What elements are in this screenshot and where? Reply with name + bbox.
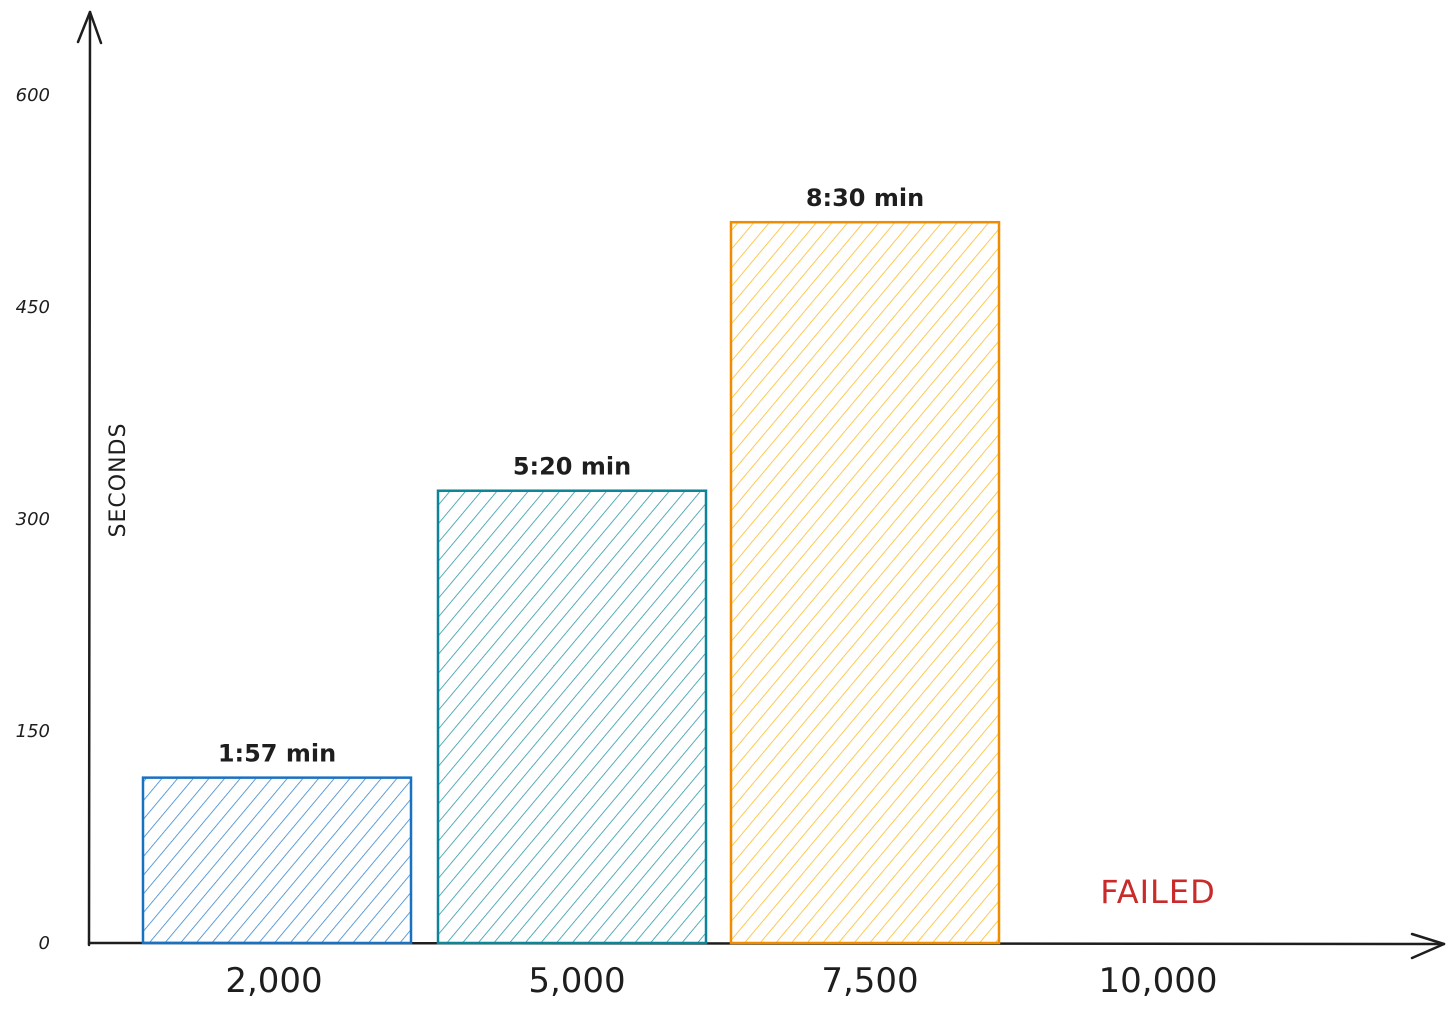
x-axis-arrow-icon (1410, 932, 1446, 960)
failed-label: FAILED (1100, 873, 1215, 911)
bars (141, 220, 1001, 945)
bar-2 (436, 489, 708, 945)
y-tick-label: 600 (16, 85, 50, 106)
y-tick-label: 450 (16, 297, 50, 318)
y-axis-arrow-icon (76, 10, 103, 45)
x-category-label: 2,000 (225, 961, 322, 1001)
bar-data-label: 5:20 min (513, 453, 631, 481)
x-category-label: 10,000 (1099, 961, 1218, 1001)
x-category-label: 5,000 (528, 961, 625, 1001)
labels: 1:57 min 2,000 5:20 min 5,000 8:30 min 7,500 F… (218, 184, 1218, 1001)
y-axis-line (87, 10, 92, 947)
x-category-label: 7,500 (821, 961, 918, 1001)
y-axis-label: SECONDS (106, 423, 131, 538)
y-tick-label: 300 (16, 509, 50, 530)
y-ticks: 0 150 300 450 600 (16, 85, 50, 954)
bar-3 (729, 220, 1001, 945)
y-tick-label: 150 (16, 721, 50, 742)
y-tick-label: 0 (39, 933, 50, 954)
bar-data-label: 1:57 min (218, 740, 336, 768)
bar-1 (141, 776, 413, 945)
bar-data-label: 8:30 min (806, 184, 924, 212)
